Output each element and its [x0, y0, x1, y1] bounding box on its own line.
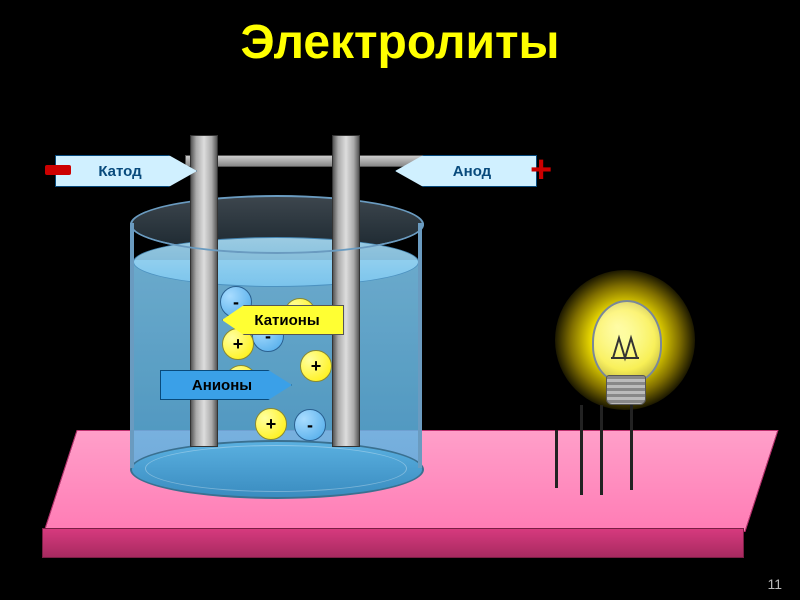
wire-post-3 [555, 430, 558, 488]
anode-arrow-label: Анод [395, 155, 537, 187]
page-title: Электролиты [0, 15, 800, 70]
anions-arrow-label: Анионы [160, 370, 292, 400]
wire-post-4 [630, 405, 633, 490]
anode-electrode [332, 135, 360, 447]
cations-arrow-label: Катионы [222, 305, 344, 335]
cathode-text: Катод [98, 163, 141, 180]
cation-ion: + [255, 408, 287, 440]
slide-number: 11 [767, 576, 782, 592]
cations-text: Катионы [254, 312, 319, 329]
cathode-minus-icon [45, 165, 71, 175]
wire-post-2 [600, 405, 603, 495]
anode-plus-icon: + [530, 151, 552, 189]
beaker-bottom-inner [145, 445, 407, 492]
diagram-stage: Электролиты ---+++++ Катионы Анионы Като… [0, 0, 800, 600]
bulb-filament-icon [609, 330, 641, 362]
cation-ion: + [300, 350, 332, 382]
cathode-electrode [190, 135, 218, 447]
beaker-wall-left [130, 223, 134, 468]
wire-post-1 [580, 405, 583, 495]
water-surface [133, 237, 419, 287]
anion-ion: - [294, 409, 326, 441]
anions-text: Анионы [192, 377, 252, 394]
cathode-arrow-label: Катод [55, 155, 197, 187]
beaker-wall-right [418, 223, 422, 468]
bulb-base [606, 375, 646, 405]
anode-text: Анод [453, 163, 491, 180]
platform-side [42, 528, 744, 558]
